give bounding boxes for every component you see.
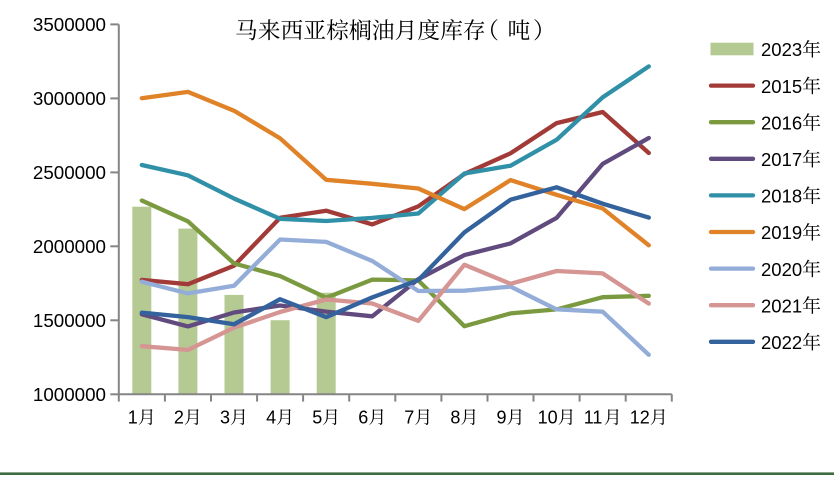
- svg-text:2000000: 2000000: [33, 236, 106, 257]
- svg-text:4: 4: [266, 408, 276, 428]
- svg-text:1: 1: [128, 408, 138, 428]
- svg-text:7: 7: [404, 408, 414, 428]
- svg-text:2021: 2021: [761, 295, 802, 316]
- svg-text:9: 9: [497, 408, 507, 428]
- svg-text:2017: 2017: [761, 149, 802, 170]
- svg-text:8: 8: [450, 408, 460, 428]
- svg-text:3500000: 3500000: [33, 14, 106, 35]
- svg-text:1000000: 1000000: [33, 384, 106, 405]
- svg-text:2: 2: [174, 408, 184, 428]
- svg-text:2022: 2022: [761, 332, 802, 353]
- svg-text:12: 12: [630, 408, 650, 428]
- svg-text:11: 11: [584, 408, 603, 428]
- svg-text:2015: 2015: [761, 76, 802, 97]
- svg-text:10: 10: [538, 408, 558, 428]
- svg-text:2018: 2018: [761, 186, 802, 207]
- svg-text:2023: 2023: [761, 39, 802, 60]
- svg-text:3000000: 3000000: [33, 88, 106, 109]
- svg-text:1500000: 1500000: [33, 310, 106, 331]
- svg-text:6: 6: [358, 408, 368, 428]
- svg-text:5: 5: [312, 408, 322, 428]
- svg-text:2016: 2016: [761, 112, 802, 133]
- svg-text:3: 3: [220, 408, 230, 428]
- svg-text:2500000: 2500000: [33, 162, 106, 183]
- svg-text:2019: 2019: [761, 222, 802, 243]
- svg-text:2020: 2020: [761, 259, 802, 280]
